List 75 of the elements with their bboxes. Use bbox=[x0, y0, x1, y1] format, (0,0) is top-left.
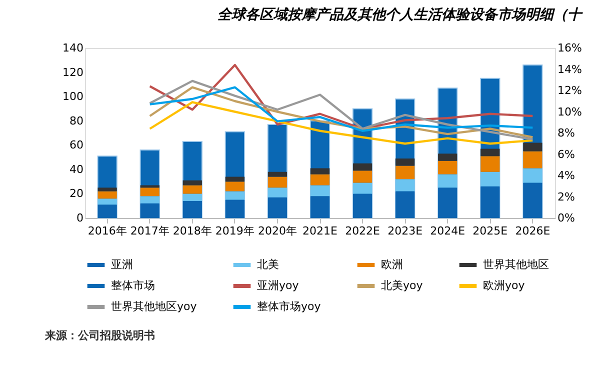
y-tick-label: 20 bbox=[70, 187, 84, 200]
bar bbox=[182, 180, 202, 186]
legend-label: 整体市场yoy bbox=[257, 300, 322, 313]
y2-tick-label: 6% bbox=[558, 148, 575, 161]
legend-label: 亚洲yoy bbox=[257, 279, 300, 292]
bar bbox=[523, 142, 542, 152]
bar bbox=[438, 174, 458, 188]
y2-tick-label: 14% bbox=[558, 62, 582, 76]
y2-tick-label: 16% bbox=[558, 42, 582, 54]
y2-tick-label: 8% bbox=[558, 126, 575, 140]
legend-label: 世界其他地区yoy bbox=[111, 300, 198, 313]
y-tick-label: 80 bbox=[70, 114, 84, 128]
bar bbox=[225, 182, 244, 192]
line-series bbox=[148, 101, 534, 145]
bar bbox=[310, 168, 330, 174]
bar bbox=[396, 179, 415, 192]
bar bbox=[225, 191, 244, 200]
x-tick-label: 2026E bbox=[515, 224, 550, 238]
y-tick-label: 100 bbox=[62, 90, 84, 104]
bar bbox=[480, 148, 500, 156]
legend-label: 欧洲 bbox=[381, 258, 403, 271]
x-tick-label: 2025E bbox=[472, 224, 508, 238]
bar bbox=[438, 154, 458, 161]
bar bbox=[98, 198, 117, 205]
y2-tick-label: 2% bbox=[558, 190, 575, 204]
bar bbox=[310, 174, 330, 186]
x-tick-label: 2023E bbox=[388, 224, 423, 238]
legend-label: 整体市场 bbox=[111, 279, 155, 292]
bar bbox=[182, 194, 202, 201]
y-tick-label: 140 bbox=[62, 42, 84, 54]
bar bbox=[98, 191, 117, 199]
legend-label: 北美 bbox=[257, 258, 279, 271]
bar bbox=[182, 185, 202, 194]
x-tick-label: 2018年 bbox=[172, 224, 212, 238]
y2-tick-label: 12% bbox=[558, 84, 582, 97]
x-tick-label: 2016年 bbox=[88, 224, 127, 238]
bar bbox=[523, 168, 542, 183]
y-tick-label: 60 bbox=[70, 138, 84, 152]
bar bbox=[140, 185, 160, 188]
bar bbox=[98, 188, 117, 192]
y2-tick-label: 4% bbox=[558, 169, 575, 182]
legend-label: 世界其他地区 bbox=[483, 258, 549, 271]
chart-title: 全球各区域按摩产品及其他个人生活体验设备市场明细（十 bbox=[217, 6, 584, 23]
bar bbox=[352, 182, 372, 194]
bar bbox=[225, 176, 244, 182]
y2-tick-label: 10% bbox=[558, 105, 582, 118]
bar bbox=[480, 156, 500, 172]
bar bbox=[268, 188, 288, 198]
y2-tick-label: 0% bbox=[558, 212, 575, 224]
bar bbox=[480, 172, 500, 186]
x-tick-label: 2024E bbox=[430, 224, 466, 238]
y-tick-label: 0 bbox=[76, 212, 84, 224]
bar bbox=[396, 158, 415, 166]
x-tick-label: 2019年 bbox=[215, 224, 254, 238]
x-tick-label: 2017年 bbox=[130, 224, 170, 238]
bar bbox=[310, 185, 330, 196]
y-tick-label: 120 bbox=[62, 66, 84, 79]
legend-label: 亚洲 bbox=[111, 258, 133, 271]
y-tick-label: 40 bbox=[70, 162, 84, 176]
bar bbox=[352, 170, 372, 183]
bar bbox=[438, 160, 458, 174]
bar bbox=[268, 176, 288, 188]
x-tick-label: 2020年 bbox=[258, 224, 297, 238]
bar bbox=[268, 172, 288, 177]
bar bbox=[140, 188, 160, 196]
x-tick-label: 2022E bbox=[345, 224, 380, 238]
bar bbox=[140, 196, 160, 204]
legend-label: 欧洲yoy bbox=[483, 279, 526, 292]
bar bbox=[523, 151, 542, 168]
bar bbox=[396, 166, 415, 180]
source-note: 来源：公司招股说明书 bbox=[44, 329, 155, 342]
bar bbox=[352, 163, 372, 171]
x-tick-label: 2021E bbox=[302, 224, 338, 238]
legend-label: 北美yoy bbox=[381, 279, 424, 292]
line-series bbox=[148, 64, 534, 130]
